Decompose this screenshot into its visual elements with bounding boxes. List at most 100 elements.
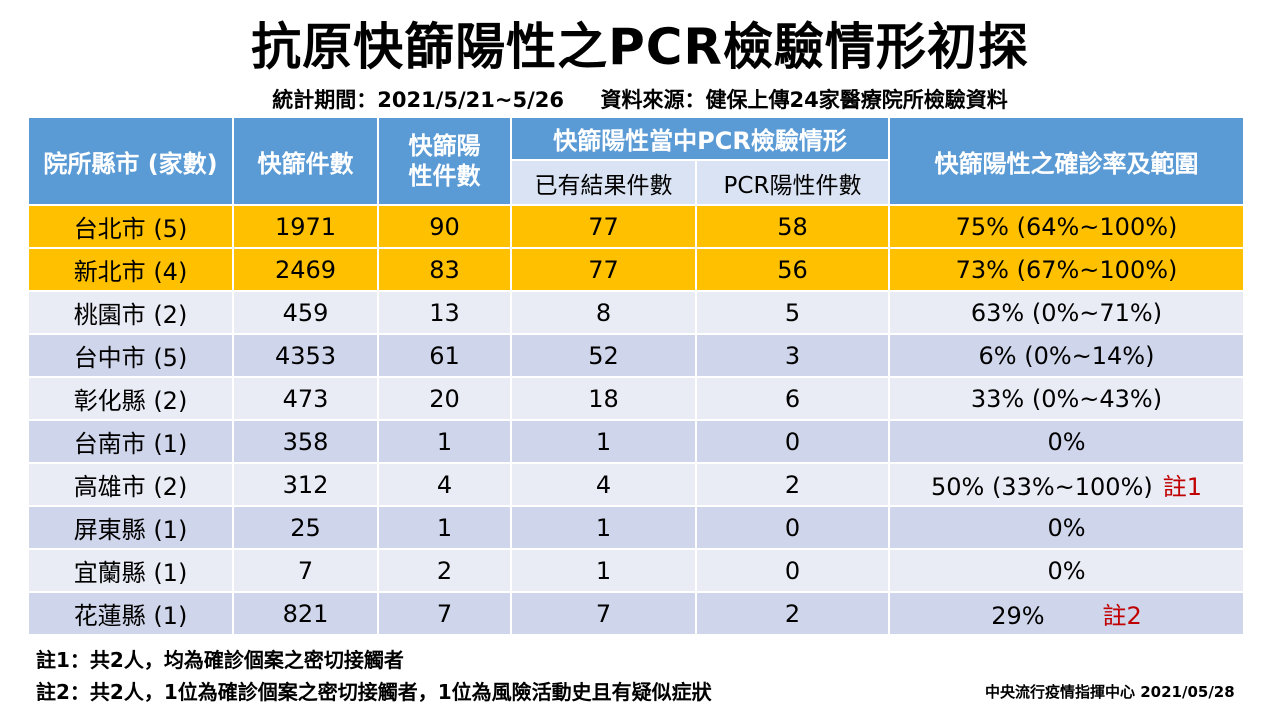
page-subtitle: 統計期間：2021/5/21~5/26 資料來源：健保上傳24家醫療院所檢驗資料 [272,88,1008,112]
cell-text: 63% (0%~71%) [970,298,1163,327]
cell-pcr-pos: 2 [695,462,890,507]
cell-positive: 2 [377,548,512,593]
table-row: 屏東縣 (1) 25 1 1 0 0% [27,505,1245,550]
table-row: 台南市 (1) 358 1 1 0 0% [27,419,1245,464]
header-pcr-group: 快篩陽性當中PCR檢驗情形 [510,116,890,161]
cell-text: 75% (64%~100%) [955,212,1178,241]
cell-text: 屏東縣 (1) [73,516,188,544]
cell-text: 0 [784,427,801,456]
cell-text: 56 [777,255,808,284]
cell-text: 61 [429,341,460,370]
cell-text: 50% (33%~100%) [930,473,1153,501]
table-subheader-row: 已有結果件數 PCR陽性件數 [28,159,1244,206]
cell-text: 宜蘭縣 (1) [73,559,188,587]
cell-county: 彰化縣 (2) [27,376,234,421]
header-county: 院所縣市 (家數) [27,116,234,206]
cell-results: 77 [510,204,697,249]
cell-positive: 13 [377,290,512,335]
cell-text: 90 [429,212,460,241]
cell-pcr-pos: 0 [695,505,890,550]
cell-text: 312 [282,470,329,499]
cell-text: 4 [436,470,453,499]
cell-text: 4 [595,470,612,499]
cell-text: 77 [588,212,619,241]
cell-text: 83 [429,255,460,284]
cell-tests: 358 [232,419,379,464]
cell-positive: 1 [377,419,512,464]
cell-results: 1 [510,419,697,464]
cell-positive: 61 [377,333,512,378]
cell-text: 8 [595,298,612,327]
table-row: 新北市 (4) 2469 83 77 56 73% (67%~100%) [27,247,1245,292]
cell-pcr-pos: 56 [695,247,890,292]
table-header-row: 院所縣市 (家數) 快篩件數 快篩陽性件數 快篩陽性當中PCR檢驗情形 快篩陽性… [27,116,1245,206]
cell-rate: 29% 註2 [888,591,1245,636]
cell-positive: 7 [377,591,512,636]
cell-county: 花蓮縣 (1) [27,591,234,636]
cell-text: 1 [595,427,612,456]
table-row: 台中市 (5) 4353 61 52 3 6% (0%~14%) [27,333,1245,378]
cell-results: 4 [510,462,697,507]
cell-text: 2 [784,470,801,499]
cell-tests: 1971 [232,204,379,249]
cell-text: 52 [588,341,619,370]
cell-tests: 312 [232,462,379,507]
cell-text: 7 [436,599,453,628]
cell-rate: 50% (33%~100%) 註1 [888,462,1245,507]
cell-pcr-pos: 0 [695,419,890,464]
cell-text: 2 [784,599,801,628]
cell-text: 0% [1047,556,1086,585]
cell-text: 0 [784,513,801,542]
cell-tests: 821 [232,591,379,636]
cell-text: 1971 [274,212,337,241]
cell-text: 1 [436,513,453,542]
cell-positive: 1 [377,505,512,550]
cell-pcr-pos: 58 [695,204,890,249]
cell-text: 358 [282,427,329,456]
cell-text: 18 [588,384,619,413]
cell-text: 桃園市 (2) [73,301,188,329]
cell-rate: 75% (64%~100%) [888,204,1245,249]
cell-tests: 4353 [232,333,379,378]
table-row: 花蓮縣 (1) 821 7 7 2 29% 註2 [27,591,1245,636]
page-title: 抗原快篩陽性之PCR檢驗情形初探 [251,18,1029,76]
cell-text: 新北市 (4) [73,258,188,286]
data-table: 院所縣市 (家數) 快篩件數 快篩陽性件數 快篩陽性當中PCR檢驗情形 快篩陽性… [27,116,1245,636]
cell-results: 1 [510,548,697,593]
cell-rate: 0% [888,419,1245,464]
header-results: 已有結果件數 [510,159,697,206]
cell-results: 52 [510,333,697,378]
cell-results: 8 [510,290,697,335]
cell-tests: 2469 [232,247,379,292]
cell-text: 2469 [274,255,337,284]
cell-positive: 20 [377,376,512,421]
header-rate: 快篩陽性之確診率及範圍 [888,116,1245,206]
cell-text: 0% [1047,427,1086,456]
header-tests: 快篩件數 [232,116,379,206]
cell-text: 彰化縣 (2) [73,387,188,415]
table-body: 台北市 (5) 1971 90 77 58 75% (64%~100%) 新北市 (4) 24… [27,204,1245,636]
cell-text: 7 [595,599,612,628]
cell-rate: 33% (0%~43%) [888,376,1245,421]
table-row: 宜蘭縣 (1) 7 2 1 0 0% [27,548,1245,593]
cell-county: 台南市 (1) [27,419,234,464]
cell-pcr-pos: 2 [695,591,890,636]
cell-text: 2 [436,556,453,585]
cell-text: 473 [282,384,329,413]
cell-text: 821 [282,599,329,628]
cell-tests: 25 [232,505,379,550]
cell-text: 台中市 (5) [73,344,188,372]
cell-results: 1 [510,505,697,550]
cell-rate: 6% (0%~14%) [888,333,1245,378]
cell-rate: 63% (0%~71%) [888,290,1245,335]
cell-text: 459 [282,298,329,327]
cell-pcr-pos: 5 [695,290,890,335]
cell-tests: 459 [232,290,379,335]
cell-text: 20 [429,384,460,413]
cell-text: 77 [588,255,619,284]
cell-results: 77 [510,247,697,292]
cell-text: 6% (0%~14%) [978,341,1155,370]
table-row: 桃園市 (2) 459 13 8 5 63% (0%~71%) [27,290,1245,335]
cell-county: 台北市 (5) [27,204,234,249]
cell-text: 58 [777,212,808,241]
